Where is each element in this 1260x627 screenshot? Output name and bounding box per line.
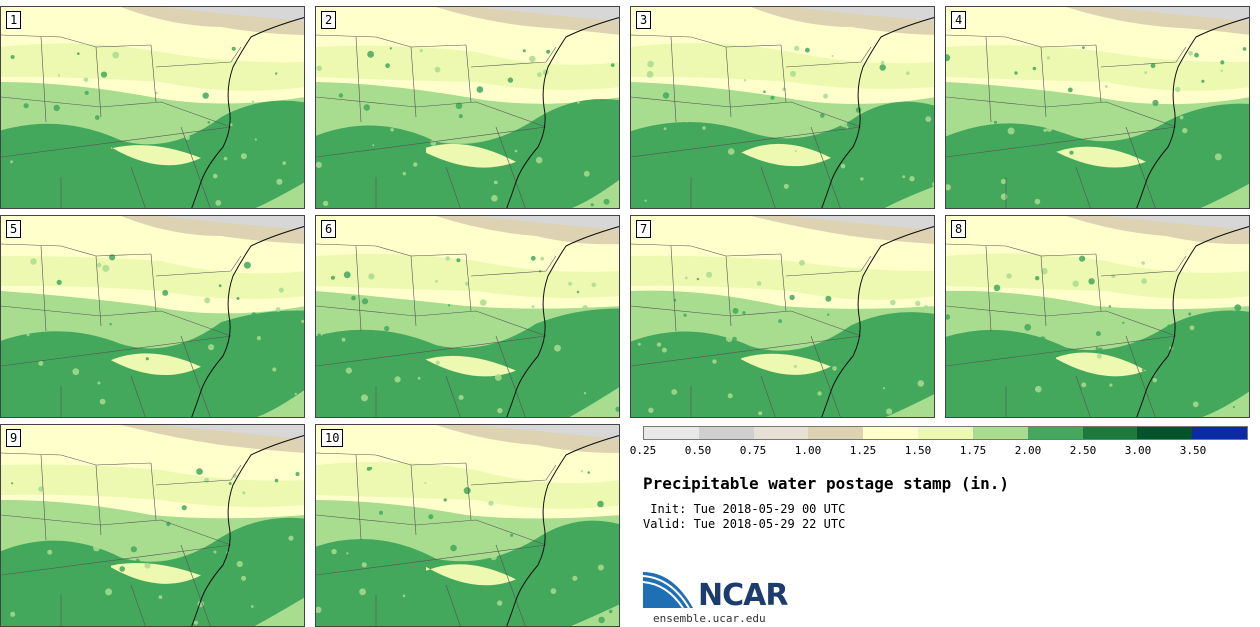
panel-number: 4: [951, 11, 967, 29]
colorbar-swatch: [972, 427, 1028, 439]
ncar-logo: NCAR ensemble.ucar.edu: [643, 570, 793, 626]
map-panel-1: 1: [0, 6, 305, 209]
colorbar-tick-label: 0.75: [739, 444, 767, 457]
init-time: Init: Tue 2018-05-29 00 UTC: [643, 502, 846, 516]
map-panel-8: 8: [945, 215, 1250, 418]
logo-url[interactable]: ensemble.ucar.edu: [653, 612, 766, 625]
panel-number: 9: [6, 429, 22, 447]
map-panel-10: 10: [315, 424, 620, 627]
colorbar-tick-label: 3.00: [1124, 444, 1152, 457]
colorbar-tick-label: 3.50: [1179, 444, 1207, 457]
colorbar-tick-label: 2.50: [1069, 444, 1097, 457]
colorbar-tick-label: 0.50: [684, 444, 712, 457]
map-svg: [631, 7, 934, 208]
colorbar-swatch: [1082, 427, 1138, 439]
panel-number: 10: [321, 429, 344, 447]
map-svg: [1, 216, 304, 417]
panel-number: 5: [6, 220, 22, 238]
map-panel-7: 7: [630, 215, 935, 418]
colorbar-tick-label: 1.25: [849, 444, 877, 457]
map-svg: [631, 216, 934, 417]
chart-title: Precipitable water postage stamp (in.): [643, 474, 1010, 493]
map-panel-9: 9: [0, 424, 305, 627]
map-panel-2: 2: [315, 6, 620, 209]
colorbar-swatch: [698, 427, 754, 439]
colorbar-boxes: [643, 426, 1248, 440]
colorbar-swatch: [808, 427, 864, 439]
colorbar-swatch: [863, 427, 919, 439]
colorbar-tick-label: 0.25: [629, 444, 657, 457]
colorbar-swatch: [644, 427, 699, 439]
colorbar-swatch: [1137, 427, 1193, 439]
map-panel-4: 4: [945, 6, 1250, 209]
colorbar-swatch: [918, 427, 973, 439]
panel-number: 7: [636, 220, 652, 238]
colorbar-swatch: [753, 427, 809, 439]
panel-number: 8: [951, 220, 967, 238]
map-svg: [1, 7, 304, 208]
map-svg: [946, 7, 1249, 208]
map-panel-5: 5: [0, 215, 305, 418]
panel-number: 1: [6, 11, 22, 29]
colorbar-tick-label: 1.75: [959, 444, 987, 457]
map-panel-6: 6: [315, 215, 620, 418]
map-panel-3: 3: [630, 6, 935, 209]
panel-number: 6: [321, 220, 337, 238]
colorbar: 0.25 0.50 0.75 1.00 1.25 1.50 1.75 2.00 …: [630, 426, 1248, 457]
map-svg: [946, 216, 1249, 417]
valid-time: Valid: Tue 2018-05-29 22 UTC: [643, 517, 846, 531]
logo-wordmark: NCAR: [698, 578, 788, 613]
colorbar-tick-label: 2.00: [1014, 444, 1042, 457]
panel-number: 2: [321, 11, 337, 29]
map-svg: [316, 216, 619, 417]
colorbar-tick-label: 1.50: [904, 444, 932, 457]
colorbar-tick-label: 1.00: [794, 444, 822, 457]
map-svg: [316, 425, 619, 626]
colorbar-swatch: [1027, 427, 1083, 439]
colorbar-swatch: [1192, 427, 1247, 439]
map-svg: [1, 425, 304, 626]
panel-number: 3: [636, 11, 652, 29]
map-svg: [316, 7, 619, 208]
ncar-logo-icon: [643, 572, 693, 609]
